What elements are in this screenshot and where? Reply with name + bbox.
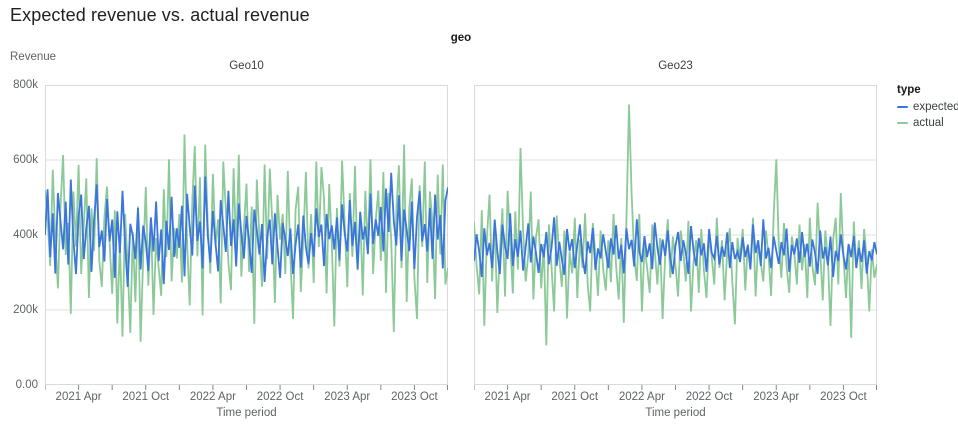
expected-line-swatch — [897, 105, 908, 109]
facet-title-geo23: Geo23 — [658, 60, 693, 72]
x-axis-title: Time period — [645, 407, 706, 419]
legend-entry-actual[interactable]: actual — [897, 117, 957, 129]
facet-title-geo10: Geo10 — [229, 60, 264, 72]
x-tick-label: 2023 Oct — [820, 391, 867, 403]
facet-plot-geo10: Time period 2021 Apr 2021 Oct 2022 Apr 2022… — [45, 85, 448, 424]
legend-label: expected — [913, 101, 958, 113]
x-tick-label: 2022 Apr — [618, 391, 665, 403]
x-axis-title: Time period — [216, 407, 277, 419]
chart-title: Expected revenue vs. actual revenue — [10, 5, 310, 25]
x-tick-label: 2021 Apr — [55, 391, 102, 403]
x-tick-label: 2022 Oct — [256, 391, 304, 403]
y-tick-label: 400k — [13, 229, 38, 241]
y-axis-title: Revenue — [10, 51, 57, 63]
x-tick-label: 2023 Apr — [324, 391, 371, 403]
facet-plot-geo23: Time period 2021 Apr 2021 Oct 2022 Apr 2022… — [474, 85, 877, 424]
actual-line — [45, 134, 448, 342]
actual-line — [474, 104, 877, 346]
x-tick-label: 2023 Apr — [753, 391, 800, 403]
expected-line — [474, 213, 877, 278]
x-tick-label: 2021 Oct — [122, 391, 170, 403]
x-tick-label: 2022 Oct — [685, 391, 733, 403]
y-tick-label: 200k — [13, 304, 38, 316]
plot-area-geo23 — [474, 85, 877, 390]
x-tick-label: 2021 Oct — [551, 391, 599, 403]
actual-line-swatch — [897, 121, 908, 125]
expected-line — [45, 172, 448, 287]
y-tick-label: 0.00 — [15, 379, 38, 391]
plot-area-geo10 — [45, 85, 448, 390]
x-tick-label: 2023 Oct — [391, 391, 438, 403]
y-tick-label: 800k — [13, 79, 38, 91]
legend-label: actual — [913, 117, 944, 129]
y-axis-tick-labels: 0.00 200k 400k 600k 800k — [0, 79, 38, 391]
legend-title: type — [897, 84, 921, 96]
chart-legend: type expected actual — [897, 84, 958, 133]
legend-entry-expected[interactable]: expected — [897, 101, 958, 113]
y-tick-label: 600k — [13, 154, 38, 166]
x-tick-label: 2021 Apr — [484, 391, 531, 403]
x-tick-label: 2022 Apr — [189, 391, 236, 403]
facet-field-header: geo — [450, 32, 472, 44]
